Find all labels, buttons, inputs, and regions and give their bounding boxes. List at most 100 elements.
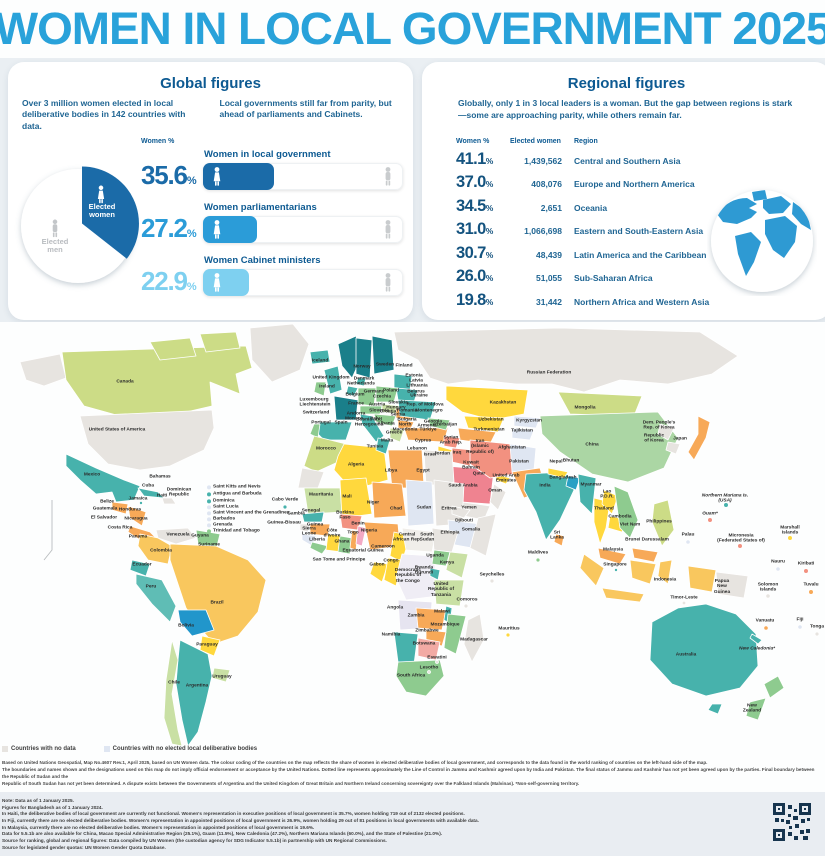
note-line: Source for legislated gender quotas: UN … xyxy=(2,844,166,850)
region-women-pct: 19.8% xyxy=(456,290,494,309)
col-women-pct: Women % xyxy=(456,138,490,145)
stat-local-government: Women in local government 35.6% xyxy=(141,149,403,193)
note-line: In Haiti, the deliberative bodies of loc… xyxy=(2,811,465,817)
pie-men-label: Elected men xyxy=(42,237,69,254)
stat-value: 27.2% xyxy=(141,213,197,243)
note-line: In Malaysia, currently there are no elec… xyxy=(2,824,315,830)
legend-swatch-no-data xyxy=(2,746,8,752)
page-title: WOMEN IN LOCAL GOVERNMENT 2025 xyxy=(0,3,825,54)
regional-table-row: 30.7% 48,439 Latin America and the Carib… xyxy=(456,244,722,263)
disclaimer-line: Republic of South Sudan has not yet been… xyxy=(2,780,580,786)
stat-value: 35.6% xyxy=(141,160,197,190)
region-elected-women: 31,442 xyxy=(536,296,562,307)
stat-label: Women parliamentarians xyxy=(204,202,317,213)
man-icon xyxy=(380,219,396,246)
note-line: Figures for Bangladesh as of 1 January 2… xyxy=(2,804,103,810)
world-map xyxy=(19,323,820,747)
note-line: In Fiji, currently there are no elected … xyxy=(2,818,479,824)
man-icon xyxy=(52,219,58,238)
regional-table-row: 19.8% 31,442 Northern Africa and Western… xyxy=(456,291,722,310)
regional-table-row: 41.1% 1,439,562 Central and Southern Asi… xyxy=(456,150,722,169)
stat-bar-track xyxy=(203,216,403,243)
region-elected-women: 1,066,698 xyxy=(524,226,562,236)
regional-table-row: 31.0% 1,066,698 Eastern and South-Easter… xyxy=(456,220,722,239)
region-elected-women: 2,651 xyxy=(540,202,562,213)
woman-icon xyxy=(209,219,225,246)
stat-bar-track xyxy=(203,269,403,296)
legend-no-bodies: Countries with no elected local delibera… xyxy=(103,746,258,752)
region-women-pct: 30.7% xyxy=(456,243,494,262)
disclaimer-line: The boundaries and names shown and the d… xyxy=(2,766,815,779)
woman-icon xyxy=(97,185,105,204)
footer-band: Note: Data as of 1 January 2025. Figures … xyxy=(0,792,825,856)
region-women-pct: 37.0% xyxy=(456,173,494,191)
legend-label: Countries with no elected local delibera… xyxy=(112,746,258,752)
regional-figures-heading: Regional figures xyxy=(567,75,686,92)
regional-table-row: 37.0% 408,076 Europe and Northern Americ… xyxy=(456,173,722,192)
region-women-pct: 31.0% xyxy=(456,220,494,238)
region-elected-women: 48,439 xyxy=(536,249,562,260)
stat-cabinet-ministers: Women Cabinet ministers 22.9% xyxy=(141,255,403,299)
stat-label: Women Cabinet ministers xyxy=(204,255,321,266)
regional-table-rows: 41.1% 1,439,562 Central and Southern Asi… xyxy=(456,150,722,310)
region-women-pct: 34.5% xyxy=(456,196,494,215)
disclaimer-line: Based on United Nations Geospatial, Map … xyxy=(2,760,708,765)
regional-figures-card: Regional figures Globally, only 1 in 3 l… xyxy=(422,62,825,320)
elected-women-men-pie-chart: Elected women Elected men xyxy=(21,166,139,283)
stat-bar-fill xyxy=(203,163,275,193)
regional-table-header: Women % Elected women Region xyxy=(456,138,722,145)
woman-icon xyxy=(209,166,225,193)
stat-parliamentarians: Women parliamentarians 27.2% xyxy=(141,202,403,246)
globe-icon xyxy=(711,190,813,292)
global-stats: Women % Women in local government 35.6% … xyxy=(141,138,403,308)
region-name: Northern Africa and Western Asia xyxy=(574,296,710,307)
region-name: Europe and Northern America xyxy=(574,179,695,189)
qr-code xyxy=(773,803,811,841)
figures-cards: Global figures Over 3 million women elec… xyxy=(8,62,825,320)
region-name: Sub-Saharan Africa xyxy=(574,273,653,283)
note-line: Note: Data as of 1 January 2025. xyxy=(2,798,74,803)
regional-intro: Globally, only 1 in 3 local leaders is a… xyxy=(458,98,793,120)
stat-bar-track xyxy=(203,163,403,190)
regional-table: Women % Elected women Region 41.1% 1,439… xyxy=(456,138,722,310)
legend-no-data: Countries with no data xyxy=(2,746,76,752)
global-intro-right: Local governments still far from parity,… xyxy=(219,98,392,120)
map-disclaimer: Based on United Nations Geospatial, Map … xyxy=(2,760,822,788)
region-name: Central and Southern Asia xyxy=(574,155,681,166)
global-intro: Over 3 million women elected in local de… xyxy=(8,98,413,132)
title-bar: WOMEN IN LOCAL GOVERNMENT 2025 xyxy=(0,0,825,58)
legend-label: Countries with no data xyxy=(11,746,76,752)
cropped-edge-line xyxy=(43,500,53,561)
stat-bar-fill xyxy=(203,269,249,296)
region-women-pct: 41.1% xyxy=(456,149,494,168)
map-legend: Countries with no data Countries with no… xyxy=(2,746,257,752)
woman-icon xyxy=(209,272,225,299)
region-elected-women: 51,055 xyxy=(536,273,562,283)
region-name: Oceania xyxy=(574,202,608,213)
region-elected-women: 1,439,562 xyxy=(524,155,562,166)
col-elected-women: Elected women xyxy=(510,138,561,145)
footer-notes: Note: Data as of 1 January 2025. Figures … xyxy=(2,798,642,851)
region-name: Latin America and the Caribbean xyxy=(574,249,707,260)
regional-table-row: 26.0% 51,055 Sub-Saharan Africa xyxy=(456,267,722,286)
man-icon xyxy=(380,272,396,299)
region-name: Eastern and South-Eastern Asia xyxy=(574,226,704,236)
legend-swatch-no-bodies xyxy=(103,746,110,752)
regional-table-row: 34.5% 2,651 Oceania xyxy=(456,197,722,216)
note-line: Source for ranking, global and regional … xyxy=(2,838,387,844)
pie-women-label: Elected women xyxy=(88,202,116,219)
global-intro-left: Over 3 million women elected in local de… xyxy=(22,98,186,131)
man-icon xyxy=(380,166,396,193)
world-map-section: Canada United States of America Mexico Baha… xyxy=(0,322,825,792)
women-pct-column-label: Women % xyxy=(141,138,175,145)
region-women-pct: 26.0% xyxy=(456,267,494,285)
col-region: Region xyxy=(574,138,598,145)
stat-label: Women in local government xyxy=(204,149,331,160)
stat-value: 22.9% xyxy=(141,266,197,296)
note-line: Data for 5.5.1b are also available for C… xyxy=(2,831,443,837)
stat-bar-fill xyxy=(203,216,258,246)
region-elected-women: 408,076 xyxy=(531,179,562,189)
pie-women-slice xyxy=(82,166,139,259)
global-figures-card: Global figures Over 3 million women elec… xyxy=(8,62,413,320)
